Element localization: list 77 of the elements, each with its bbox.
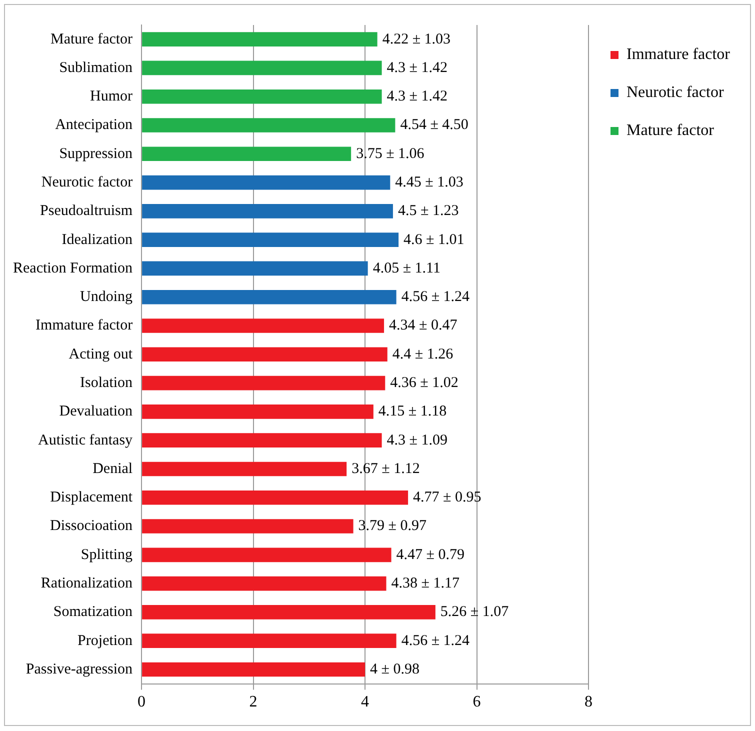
data-label: 3.75 ± 1.06 bbox=[356, 146, 425, 162]
legend-label: Neurotic factor bbox=[626, 84, 724, 102]
data-label: 4.54 ± 4.50 bbox=[400, 117, 468, 134]
data-label: 4.45 ± 1.03 bbox=[395, 174, 464, 190]
bar bbox=[142, 519, 354, 534]
y-tick-label: Splitting bbox=[80, 546, 134, 563]
bar bbox=[142, 232, 399, 247]
y-tick-label: Passive-agression bbox=[26, 661, 134, 678]
data-label: 4.22 ± 1.03 bbox=[382, 31, 451, 48]
x-tick-label: 2 bbox=[249, 694, 258, 711]
y-tick-label: Antecipation bbox=[55, 117, 134, 134]
bar bbox=[142, 32, 378, 46]
data-label: 4.3 ± 1.42 bbox=[386, 88, 448, 105]
bar bbox=[142, 462, 347, 476]
y-tick-label: Displacement bbox=[50, 490, 134, 506]
bar bbox=[142, 347, 388, 362]
x-tick-label: 6 bbox=[472, 694, 481, 711]
bar bbox=[142, 662, 366, 677]
y-tick-label: Devaluation bbox=[59, 404, 134, 420]
data-label: 4.34 ± 0.47 bbox=[389, 318, 458, 334]
legend-label: Mature factor bbox=[626, 122, 715, 140]
y-tick-label: Undoing bbox=[80, 289, 134, 306]
y-tick-label: Rationalization bbox=[40, 575, 134, 592]
bar bbox=[142, 404, 374, 419]
bar bbox=[142, 634, 396, 648]
x-tick-label: 8 bbox=[584, 694, 592, 711]
bar bbox=[142, 118, 396, 132]
y-tick-label: Somatization bbox=[53, 604, 134, 620]
bar bbox=[142, 433, 382, 448]
data-label: 4.15 ± 1.18 bbox=[378, 404, 447, 420]
bar bbox=[142, 60, 382, 76]
x-tick-label: 4 bbox=[361, 694, 370, 711]
y-tick-label: Pseudoaltruism bbox=[40, 203, 133, 220]
y-tick-label: Immature factor bbox=[36, 318, 133, 334]
bar bbox=[142, 261, 368, 276]
bar bbox=[142, 146, 352, 162]
bar bbox=[142, 576, 386, 591]
y-tick-label: Mature factor bbox=[50, 31, 133, 48]
data-label: 4.05 ± 1.11 bbox=[372, 260, 441, 276]
data-label: 4.47 ± 0.79 bbox=[396, 546, 465, 563]
data-label: 4 ± 0.98 bbox=[370, 661, 420, 678]
data-label: 4.77 ± 0.95 bbox=[413, 490, 482, 506]
y-tick-label: Projetion bbox=[78, 632, 134, 649]
data-label: 4.5 ± 1.23 bbox=[398, 203, 459, 220]
y-tick-label: Dissocioation bbox=[50, 518, 134, 534]
y-tick-label: Acting out bbox=[68, 346, 134, 362]
y-tick-label: Autistic fantasy bbox=[38, 432, 134, 448]
y-tick-label: Denial bbox=[92, 460, 133, 477]
bar bbox=[142, 376, 386, 390]
data-label: 4.3 ± 1.42 bbox=[386, 60, 448, 76]
bar bbox=[142, 605, 436, 620]
data-label: 5.26 ± 1.07 bbox=[440, 604, 510, 620]
bar bbox=[142, 89, 382, 104]
data-label: 4.36 ± 1.02 bbox=[390, 374, 458, 391]
y-tick-label: Sublimation bbox=[59, 60, 134, 76]
legend-label: Immature factor bbox=[626, 46, 731, 64]
data-label: 4.3 ± 1.09 bbox=[386, 432, 448, 448]
y-tick-label: Neurotic factor bbox=[41, 174, 133, 190]
data-label: 4.4 ± 1.26 bbox=[392, 346, 454, 362]
bar bbox=[142, 204, 393, 218]
y-tick-label: Idealization bbox=[62, 232, 134, 248]
data-label: 4.38 ± 1.17 bbox=[391, 575, 460, 592]
data-label: 4.56 ± 1.24 bbox=[401, 632, 470, 649]
data-label: 3.67 ± 1.12 bbox=[352, 460, 420, 477]
bar bbox=[142, 548, 392, 562]
x-tick-label: 0 bbox=[138, 694, 146, 711]
data-label: 4.56 ± 1.24 bbox=[401, 289, 470, 306]
bar bbox=[142, 490, 408, 505]
bar bbox=[142, 318, 384, 333]
bar bbox=[142, 290, 396, 304]
data-label: 4.6 ± 1.01 bbox=[404, 232, 464, 248]
y-tick-label: Isolation bbox=[80, 374, 134, 391]
data-label: 3.79 ± 0.97 bbox=[358, 518, 428, 534]
y-tick-label: Suppression bbox=[59, 146, 134, 162]
y-tick-label: Reaction Formation bbox=[13, 260, 134, 276]
bar bbox=[142, 175, 390, 190]
y-tick-label: Humor bbox=[90, 88, 133, 105]
